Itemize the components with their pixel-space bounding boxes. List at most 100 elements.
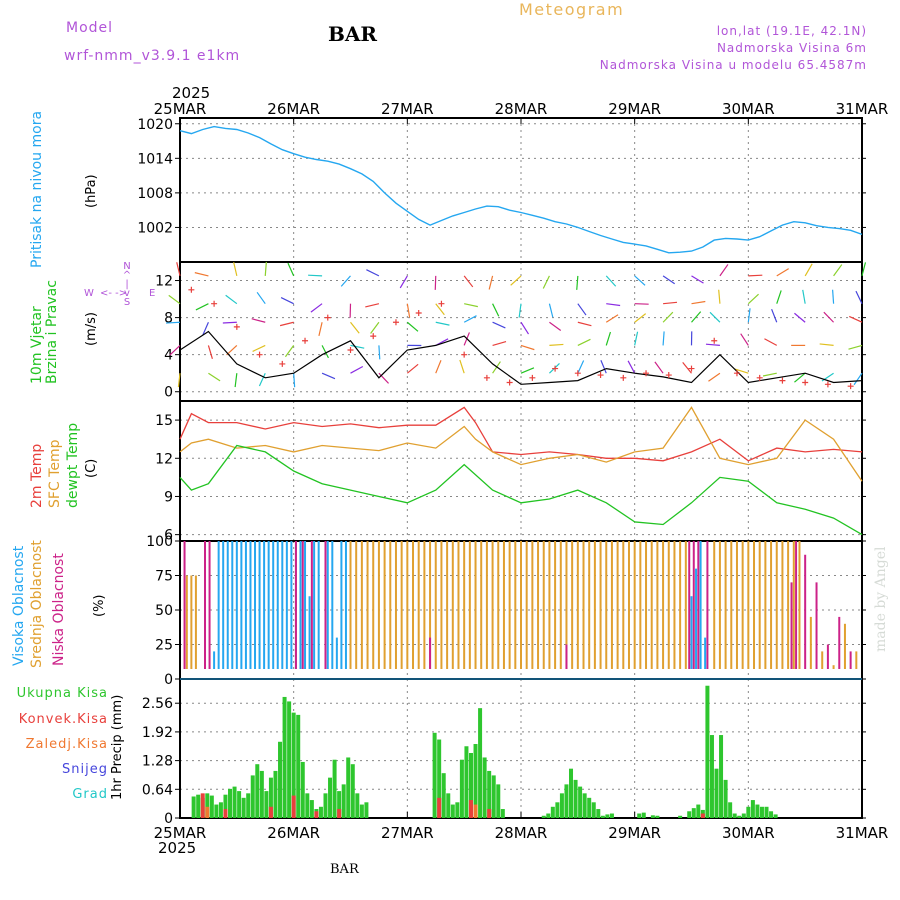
wind-arrow [709, 311, 721, 323]
wind-arrow [520, 344, 535, 351]
wind-arrow [168, 294, 181, 305]
precip-bar-rain_total [296, 714, 301, 818]
wind-gust-marker [415, 309, 422, 316]
precip-bar-rain_total [555, 802, 560, 818]
wind-gust-marker [733, 370, 740, 377]
precip-bar-rain_total [255, 764, 260, 818]
precip-bar-rain_total [637, 813, 642, 818]
wind-arrow [464, 303, 478, 308]
precip-bar-rain_total [596, 809, 601, 818]
precip-bar-rain_total [691, 808, 696, 818]
precip-bar-rain_total [746, 806, 751, 818]
precip-bar-rain_total [450, 804, 455, 818]
wind-arrow [823, 311, 835, 323]
compass-arrow-down: v [124, 288, 130, 299]
wind-gust-marker [597, 372, 604, 379]
wind-gust-marker [802, 379, 809, 386]
precip-bar-rain_total [328, 777, 333, 818]
precip-bar-rain_total [323, 793, 328, 818]
wind-gust-marker [347, 347, 354, 354]
wind-arrow [804, 263, 813, 277]
wind-gust-marker [438, 300, 445, 307]
year-top: 2025 [172, 84, 211, 102]
wind-arrow [663, 301, 678, 305]
wind-arrow [207, 345, 213, 359]
wind-arrow [321, 372, 336, 380]
precip-bar-rain_total [205, 793, 210, 818]
precip-bar-rain_total [446, 793, 451, 818]
wind-gust-marker [302, 337, 309, 344]
precip-bar-rain_total [259, 770, 264, 818]
wind-arrow [747, 293, 759, 305]
wind-arrow [634, 275, 646, 286]
precip-bar-rain_total [246, 793, 251, 818]
wind-arrow [606, 303, 621, 307]
precip-bar-rain_total [569, 768, 574, 818]
temperature-frame [179, 400, 863, 542]
precip-bar-rain_total [278, 741, 283, 818]
precip-bar-rain_total [687, 811, 692, 818]
wind-arrow [293, 373, 296, 388]
compass-bar: | [125, 279, 129, 290]
precip-bar-rain_total [741, 813, 746, 818]
wind-arrow [634, 313, 647, 323]
precip-bar-rain_total [582, 793, 587, 818]
temperature-series-dewpt [179, 444, 863, 536]
x-tick-top: 31MAR [836, 100, 889, 118]
wind-arrow [350, 344, 365, 349]
wind-arrow [350, 321, 360, 334]
precip-bar-rain_total [287, 701, 292, 818]
precip-bar-rain_total [478, 708, 483, 818]
precip-bar-rain_total [600, 815, 605, 818]
model-elevation-label: Nadmorska Visina u modelu 65.4587m [599, 58, 867, 72]
precip-bar-rain_total [237, 791, 242, 818]
precip-bar-rain_total [196, 794, 201, 818]
precip-bar-rain_total [209, 795, 214, 818]
wind-arrow [488, 275, 494, 290]
wind-arrow [853, 372, 863, 386]
cloud-ytick-label: 100 [146, 534, 173, 550]
wind-gust-marker [529, 374, 536, 381]
wind-arrow [577, 338, 591, 346]
pressure-series-pressure [179, 125, 863, 254]
precip-bar-rain_total [291, 712, 296, 818]
pressure-ytick-label: 1002 [137, 220, 173, 236]
pressure-ytick-label: 1014 [137, 151, 173, 167]
precip-bar-rain_total [218, 802, 223, 818]
precip-bar-rain_total [355, 793, 360, 818]
precip-bar-rain_total [696, 804, 701, 818]
precip-bar-rain_total [728, 802, 733, 818]
precip-bar-rain_total [228, 788, 233, 818]
x-tick-bottom: 30MAR [722, 824, 775, 842]
wind-gust-marker [824, 381, 831, 388]
wind-arrow [463, 275, 474, 288]
precip-bar-rain_total [764, 806, 769, 818]
wind-arrow [627, 360, 636, 374]
precip-bar-rain_total [546, 813, 551, 818]
compass-n: N [123, 261, 131, 272]
precip-bar-rain_total [346, 757, 351, 818]
precip-bar-rain_total [468, 752, 473, 818]
precip-bar-rain_total [759, 806, 764, 818]
precip-bar-rain_total [541, 815, 546, 818]
wind-arrow [691, 311, 702, 323]
precip-ytick-label: 0 [164, 811, 173, 827]
precip-bar-rain_total [500, 809, 505, 818]
wind-arrow [195, 303, 209, 311]
precip-frame [179, 678, 863, 819]
precip-ytick-label: 0.64 [142, 782, 173, 798]
elevation-label: Nadmorska Visina 6m [716, 41, 867, 55]
temperature-series-t2m [179, 406, 863, 462]
precip-bar-rain_total [714, 768, 719, 818]
wind-arrow [802, 289, 806, 304]
temperature-series-sfc [179, 406, 863, 482]
precip-bar-rain_total [491, 775, 496, 818]
precip-bar-rain_total [559, 793, 564, 818]
wind-arrow [577, 360, 585, 374]
wind-arrow [406, 321, 419, 332]
wind-gust-marker [483, 374, 490, 381]
precip-bar-rain_total [550, 806, 555, 818]
wind-arrow [832, 289, 835, 304]
x-tick-bottom: 27MAR [381, 824, 434, 842]
compass-arrows-we: <- -> [100, 288, 128, 299]
